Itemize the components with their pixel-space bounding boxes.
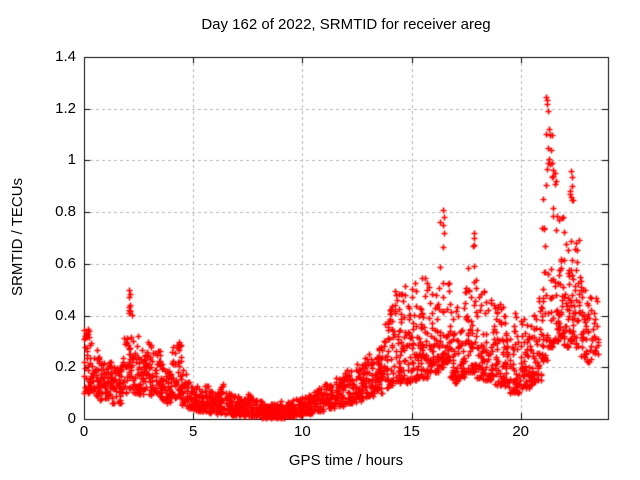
y-tick-label: 0.2	[55, 358, 76, 376]
y-tick-label: 0	[67, 410, 76, 427]
x-tick-label: 15	[403, 423, 420, 440]
x-tick-label: 0	[79, 423, 89, 440]
y-tick-label: 0.6	[55, 254, 76, 272]
x-tick-label: 5	[188, 423, 198, 440]
y-tick-label: 1	[67, 151, 76, 169]
y-tick-label: 1.2	[55, 99, 76, 117]
y-axis-label: SRMTID / TECUs	[9, 177, 26, 296]
y-tick-label: 0.4	[55, 306, 76, 324]
x-tick-label: 20	[512, 423, 529, 440]
x-tick-label: 10	[293, 423, 311, 440]
y-tick-label: 0.8	[55, 203, 76, 221]
chart-title: Day 162 of 2022, SRMTID for receiver are…	[201, 16, 491, 33]
x-axis-label: GPS time / hours	[288, 452, 404, 469]
y-tick-label: 1.4	[55, 48, 76, 65]
